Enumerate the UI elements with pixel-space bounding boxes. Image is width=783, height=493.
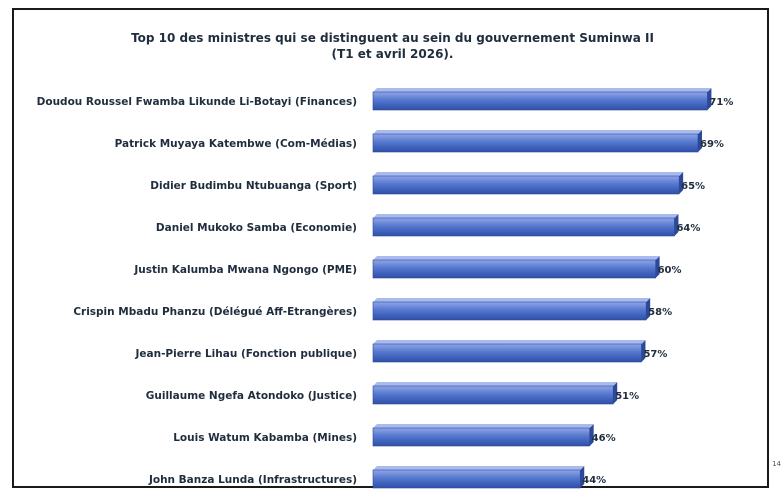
category-label: John Banza Lunda (Infrastructures) bbox=[148, 474, 357, 486]
bar bbox=[372, 301, 647, 321]
bar bbox=[372, 217, 675, 237]
bar-side bbox=[641, 340, 646, 362]
value-label: 46% bbox=[592, 433, 616, 444]
bar bbox=[372, 427, 590, 447]
bar bbox=[372, 133, 699, 153]
bar-side bbox=[707, 88, 712, 110]
bar bbox=[372, 385, 614, 405]
category-label: Jean-Pierre Lihau (Fonction publique) bbox=[134, 348, 357, 360]
bar-top bbox=[373, 172, 684, 176]
bar bbox=[372, 469, 581, 489]
category-label: Doudou Roussel Fwamba Likunde Li-Botayi … bbox=[37, 96, 357, 108]
bar bbox=[372, 343, 642, 363]
bar bbox=[372, 175, 680, 195]
category-label: Guillaume Ngefa Atondoko (Justice) bbox=[146, 390, 357, 402]
bar-top bbox=[373, 130, 702, 134]
bar-side bbox=[589, 424, 594, 446]
value-label: 71% bbox=[709, 97, 733, 108]
bar-side bbox=[697, 130, 702, 152]
category-label: Justin Kalumba Mwana Ngongo (PME) bbox=[133, 264, 357, 276]
value-label: 44% bbox=[582, 475, 606, 486]
bar-side bbox=[580, 466, 585, 488]
bar-top bbox=[373, 256, 660, 260]
bar-top bbox=[373, 298, 651, 302]
bar-side bbox=[613, 382, 618, 404]
category-label: Patrick Muyaya Katembwe (Com-Médias) bbox=[115, 138, 357, 150]
bar-top bbox=[373, 424, 594, 428]
bar-side bbox=[674, 214, 679, 236]
category-label: Daniel Mukoko Samba (Economie) bbox=[156, 222, 357, 234]
bar-side bbox=[655, 256, 660, 278]
bar-top bbox=[373, 382, 618, 386]
value-label: 64% bbox=[676, 223, 700, 234]
category-label: Louis Watum Kabamba (Mines) bbox=[173, 432, 357, 444]
value-label: 65% bbox=[681, 181, 705, 192]
bars-group: Doudou Roussel Fwamba Likunde Li-Botayi … bbox=[37, 88, 733, 489]
category-label: Didier Budimbu Ntubuanga (Sport) bbox=[150, 180, 357, 192]
value-label: 57% bbox=[643, 349, 667, 360]
chart-subtitle: (T1 et avril 2026). bbox=[331, 47, 454, 61]
category-label: Crispin Mbadu Phanzu (Délégué Aff-Etrang… bbox=[73, 306, 357, 318]
chart-title: Top 10 des ministres qui se distinguent … bbox=[131, 31, 654, 45]
page-number: 14 bbox=[772, 460, 781, 468]
value-label: 60% bbox=[658, 265, 682, 276]
value-label: 58% bbox=[648, 307, 672, 318]
bar-side bbox=[646, 298, 651, 320]
bar bbox=[372, 91, 708, 111]
chart-title-block: Top 10 des ministres qui se distinguent … bbox=[14, 30, 771, 62]
bar-top bbox=[373, 88, 712, 92]
bar-top bbox=[373, 466, 585, 470]
value-label: 69% bbox=[700, 139, 724, 150]
bar-side bbox=[679, 172, 684, 194]
bar-top bbox=[373, 340, 646, 344]
value-label: 51% bbox=[615, 391, 639, 402]
bar bbox=[372, 259, 656, 279]
bar-top bbox=[373, 214, 679, 218]
